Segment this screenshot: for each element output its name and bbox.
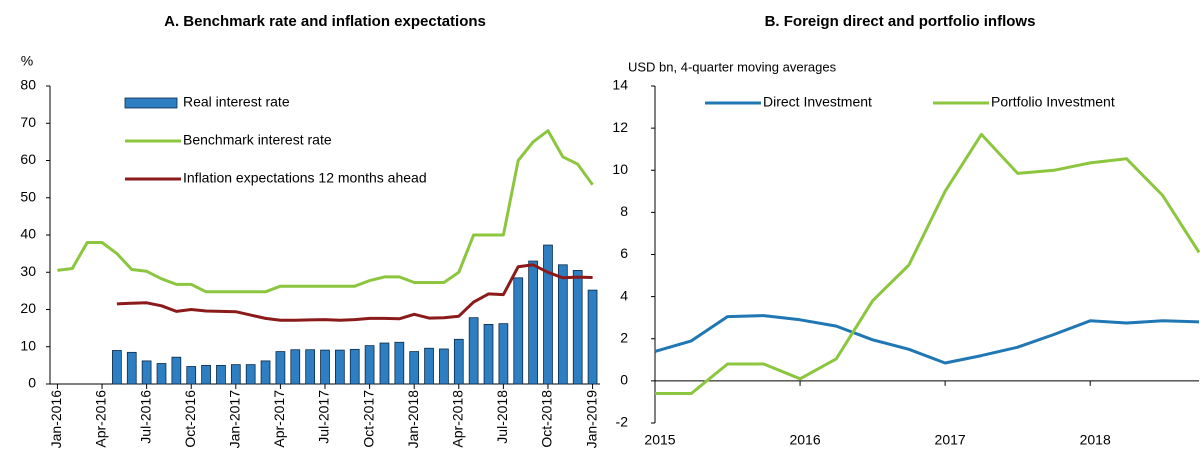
bar [468, 317, 479, 385]
bar [528, 260, 538, 385]
legend-label: Real interest rate [183, 94, 290, 110]
y-tick-label: 30 [20, 263, 36, 279]
x-tick-label: 2016 [789, 432, 820, 448]
bar [290, 349, 301, 385]
y-tick-label: 60 [20, 151, 36, 167]
y-tick-label: 12 [612, 119, 628, 135]
x-tick-label: Jul-2016 [137, 390, 153, 444]
bar [305, 349, 315, 385]
bar [364, 345, 375, 385]
x-tick-label: Jan-2018 [405, 390, 421, 449]
bar [409, 351, 420, 385]
x-tick-label: 2018 [1080, 432, 1111, 448]
y-tick-label: 0 [28, 375, 36, 391]
line [654, 314, 1200, 365]
bar [424, 347, 434, 385]
y-tick-label: 4 [620, 287, 628, 303]
bar [186, 366, 197, 385]
bar [572, 269, 583, 385]
line [655, 132, 1200, 395]
bar [230, 364, 241, 385]
bar [245, 364, 256, 385]
plot-area [654, 132, 1200, 395]
chart-title: A. Benchmark rate and inflation expectat… [164, 13, 486, 30]
x-tick-label: 2017 [935, 432, 966, 448]
bar [216, 364, 226, 385]
y-tick-label: 10 [612, 161, 628, 177]
x-tick-label: Oct-2017 [360, 390, 376, 448]
bar [483, 323, 494, 385]
x-tick-label: Jul-2017 [316, 390, 332, 444]
y-axis-label: % [21, 53, 33, 69]
x-tick-label: Oct-2016 [182, 390, 198, 448]
x-tick-label: Apr-2016 [93, 390, 109, 448]
plot-area [57, 129, 598, 385]
bar [112, 350, 122, 385]
bar [335, 349, 345, 385]
legend-label: Inflation expectations 12 months ahead [183, 170, 427, 186]
legend-label: Direct Investment [763, 94, 872, 110]
chart-title: B. Foreign direct and portfolio inflows [765, 13, 1036, 30]
y-tick-label: 70 [20, 114, 36, 130]
legend-swatch [124, 97, 178, 109]
bar [320, 349, 330, 385]
bar [156, 363, 167, 385]
bar [439, 348, 449, 385]
bar [260, 360, 271, 385]
y-tick-label: 50 [20, 188, 36, 204]
x-tick-label: Oct-2018 [539, 390, 555, 448]
x-tick-label: Apr-2018 [449, 390, 465, 448]
y-tick-label: 20 [20, 300, 36, 316]
x-tick-label: Jan-2019 [583, 390, 599, 449]
bar [453, 338, 464, 385]
bar [141, 360, 152, 385]
bar [379, 342, 390, 385]
x-tick-label: Jul-2018 [494, 390, 510, 444]
bar [171, 356, 182, 385]
x-tick-label: Jan-2016 [48, 390, 64, 449]
bar [275, 351, 286, 385]
bar [126, 351, 137, 385]
bar [394, 341, 405, 385]
bar [498, 323, 509, 385]
bar [543, 244, 553, 385]
y-tick-label: 6 [620, 245, 628, 261]
y-tick-label: 10 [20, 337, 36, 353]
legend-label: Benchmark interest rate [183, 132, 332, 148]
legend-label: Portfolio Investment [991, 94, 1115, 110]
bar [587, 289, 598, 385]
bar [513, 277, 524, 385]
y-tick-label: 14 [612, 77, 628, 93]
y-tick-label: 0 [620, 372, 628, 388]
bar [349, 348, 360, 385]
y-tick-label: 40 [20, 226, 36, 242]
line [57, 129, 594, 294]
x-tick-label: Apr-2017 [271, 390, 287, 448]
y-tick-label: 8 [620, 203, 628, 219]
y-axis-label: USD bn, 4-quarter moving averages [628, 59, 837, 74]
x-tick-label: 2015 [644, 432, 675, 448]
y-tick-label: 2 [620, 329, 628, 345]
y-tick-label: -2 [616, 414, 629, 430]
bar [201, 364, 211, 385]
line [116, 263, 593, 322]
x-tick-label: Jan-2017 [227, 390, 243, 449]
y-tick-label: 80 [20, 77, 36, 93]
bar [557, 264, 568, 385]
